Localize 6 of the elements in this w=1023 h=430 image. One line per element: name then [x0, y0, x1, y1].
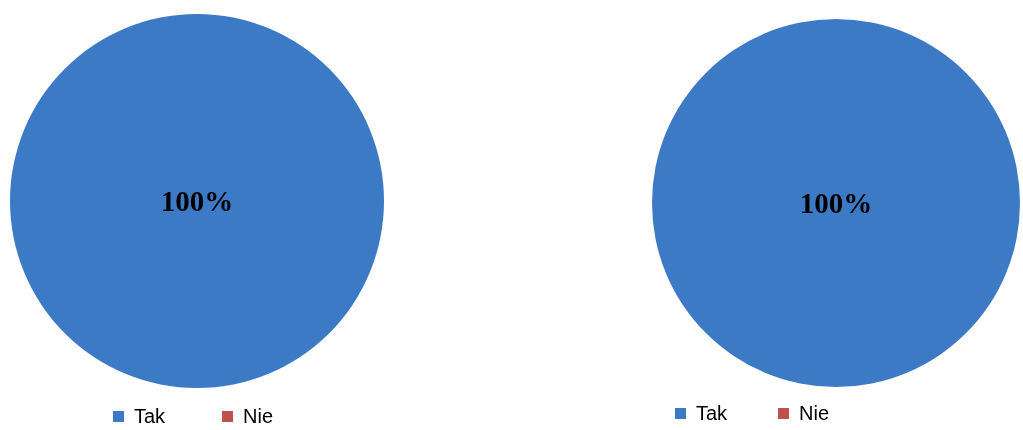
legend-label: Tak: [696, 402, 729, 424]
data-label: 100%: [799, 187, 873, 219]
legend-label: Nie: [243, 405, 274, 427]
legend-label: Nie: [799, 402, 830, 424]
legend-label: Tak: [134, 405, 167, 427]
data-label: 100%: [160, 185, 234, 217]
